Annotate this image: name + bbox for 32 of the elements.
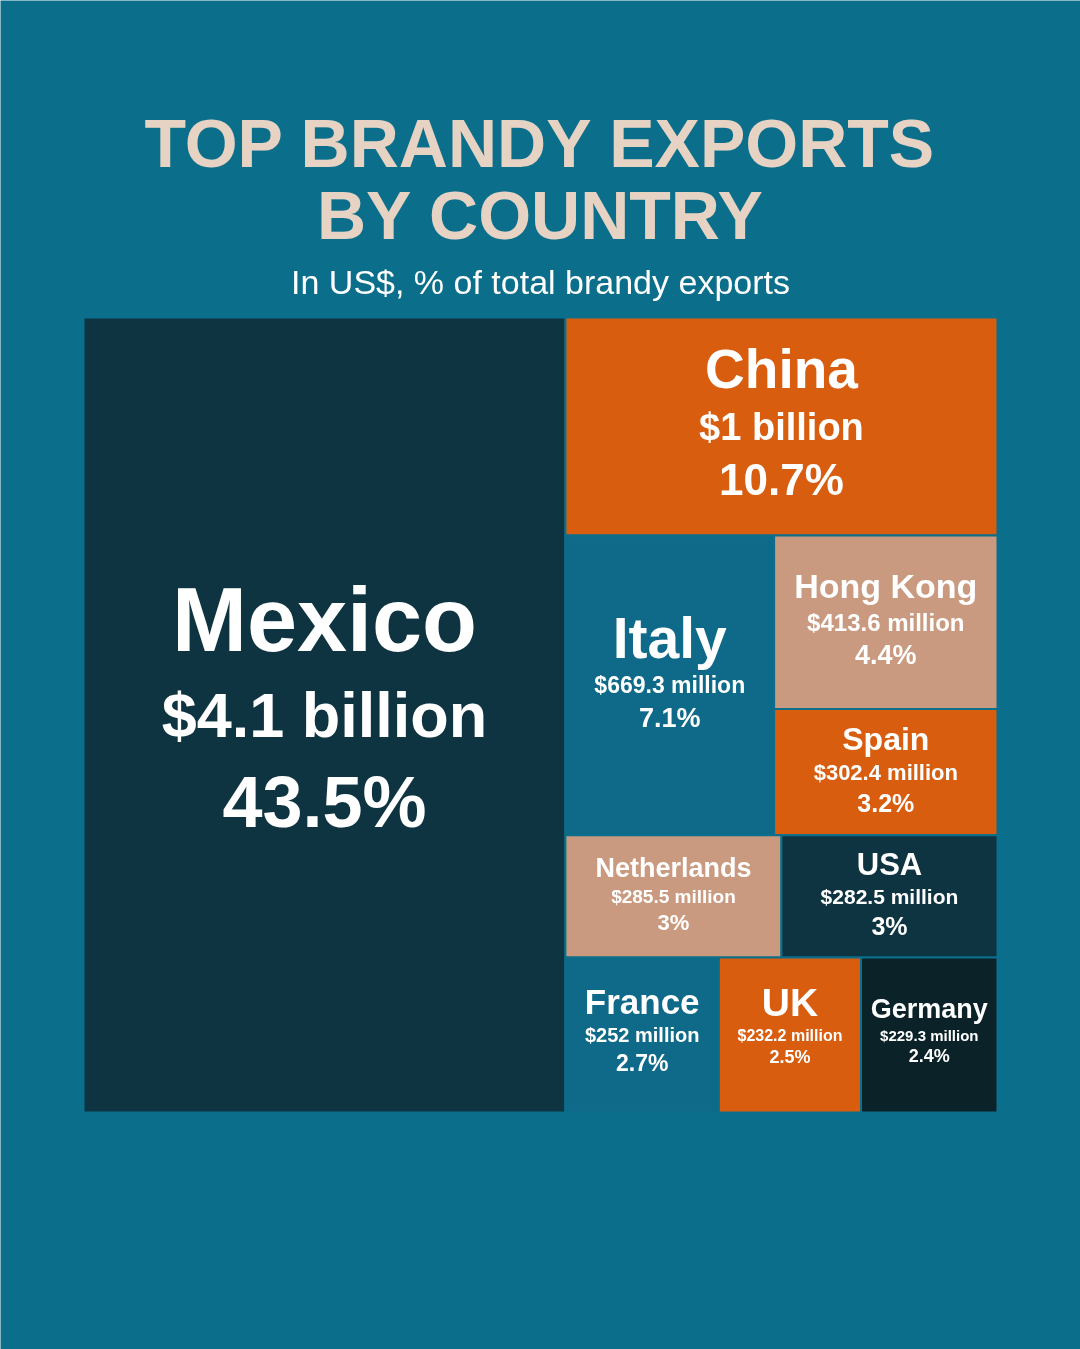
text: $413.6 million (807, 608, 965, 636)
text: $669.3 million (594, 672, 746, 699)
category-label: Spain (842, 720, 930, 757)
text: TOP BRANDY EXPORTS BY COUNTRY (144, 104, 935, 253)
text: $229.3 million (880, 1026, 979, 1044)
data-label: 2.7% (615, 1049, 669, 1076)
data-label: 7.1% (639, 702, 701, 733)
category-label: Germany (870, 994, 988, 1025)
text: In US$, % of total brandy exports (291, 262, 790, 301)
data-label: 3% (871, 911, 908, 940)
category-label: China (705, 337, 859, 400)
text: $282.5 million (820, 884, 959, 908)
data-label: 43.5% (222, 761, 427, 842)
category-label: USA (856, 846, 923, 882)
text: $252 million (584, 1024, 700, 1047)
data-label: 2.4% (908, 1046, 950, 1067)
category-label: France (584, 981, 700, 1021)
data-label: 3% (657, 909, 690, 935)
text: $4.1 billion (161, 680, 488, 750)
category-label: Mexico (171, 569, 478, 670)
data-label: 3.2% (857, 788, 915, 817)
text: $232.2 million (737, 1026, 843, 1044)
category-label: Hong Kong (794, 567, 978, 606)
text: $302.4 million (813, 759, 958, 785)
category-label: Netherlands (595, 852, 752, 883)
data-label: 4.4% (855, 640, 917, 671)
text: $285.5 million (611, 885, 736, 907)
data-label: 10.7% (719, 454, 844, 504)
text: $1 billion (699, 405, 864, 448)
category-label: UK (761, 981, 819, 1025)
category-label: Italy (612, 606, 728, 671)
data-label: 2.5% (769, 1046, 811, 1067)
